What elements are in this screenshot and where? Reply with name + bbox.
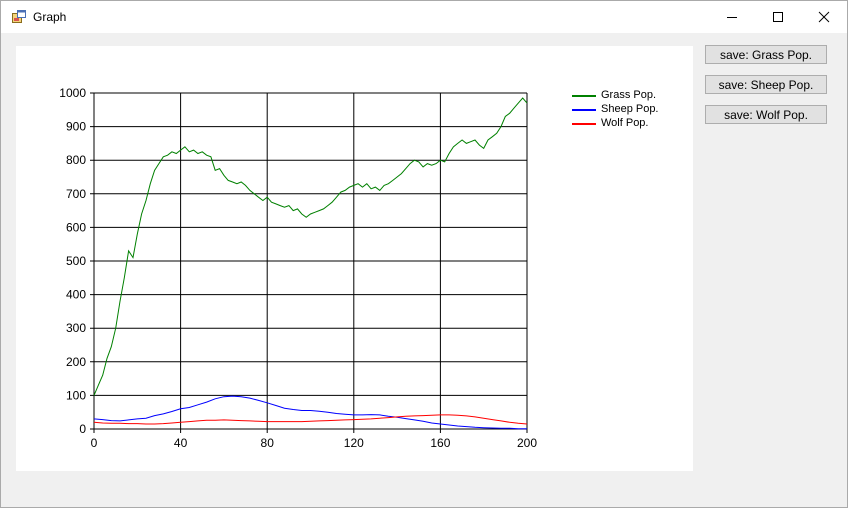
save-wolf-button[interactable]: save: Wolf Pop. (705, 105, 827, 124)
y-tick-label: 900 (66, 120, 86, 134)
close-button[interactable] (801, 1, 847, 33)
chart-legend: Grass Pop. Sheep Pop. Wolf Pop. (572, 89, 682, 131)
title-bar[interactable]: Graph (1, 1, 847, 33)
legend-item-wolf: Wolf Pop. (572, 117, 682, 131)
save-sheep-button[interactable]: save: Sheep Pop. (705, 75, 827, 94)
legend-swatch-grass (572, 95, 596, 97)
series-line-sheep (93, 395, 527, 430)
y-tick-label: 800 (66, 153, 86, 167)
legend-label-grass: Grass Pop. (601, 89, 657, 101)
y-tick-label: 1000 (59, 86, 86, 100)
close-icon (818, 11, 830, 23)
minimize-icon (727, 17, 737, 18)
y-tick-label: 700 (66, 187, 86, 201)
legend-label-sheep: Sheep Pop. (601, 103, 659, 115)
legend-item-grass: Grass Pop. (572, 89, 682, 103)
legend-label-wolf: Wolf Pop. (601, 117, 649, 129)
y-tick-label: 100 (66, 388, 86, 402)
y-tick-label: 0 (79, 422, 86, 436)
minimize-button[interactable] (709, 1, 755, 33)
series-line-grass (93, 97, 528, 396)
window-title: Graph (33, 10, 67, 24)
app-form-icon (12, 10, 26, 23)
x-tick-label: 0 (91, 436, 98, 450)
chart-panel: 0 40 80 120 160 200 0 100 200 300 400 500 600 700 800 9… (16, 46, 693, 471)
y-tick-label: 300 (66, 321, 86, 335)
x-tick-label: 80 (261, 436, 275, 450)
legend-swatch-sheep (572, 109, 596, 111)
y-tick-label: 200 (66, 355, 86, 369)
population-chart: 0 40 80 120 160 200 0 100 200 300 400 500 600 700 800 9… (59, 86, 537, 450)
y-tick-label: 400 (66, 288, 86, 302)
save-grass-button[interactable]: save: Grass Pop. (705, 45, 827, 64)
maximize-button[interactable] (755, 1, 801, 33)
legend-item-sheep: Sheep Pop. (572, 103, 682, 117)
x-tick-label: 200 (517, 436, 537, 450)
series-line-wolf (93, 414, 528, 425)
x-tick-label: 160 (430, 436, 450, 450)
x-tick-label: 40 (174, 436, 188, 450)
maximize-icon (773, 12, 783, 22)
legend-swatch-wolf (572, 123, 596, 125)
client-area: 0 40 80 120 160 200 0 100 200 300 400 500 600 700 800 9… (1, 33, 847, 507)
y-tick-label: 500 (66, 254, 86, 268)
x-tick-label: 120 (344, 436, 364, 450)
y-tick-label: 600 (66, 220, 86, 234)
